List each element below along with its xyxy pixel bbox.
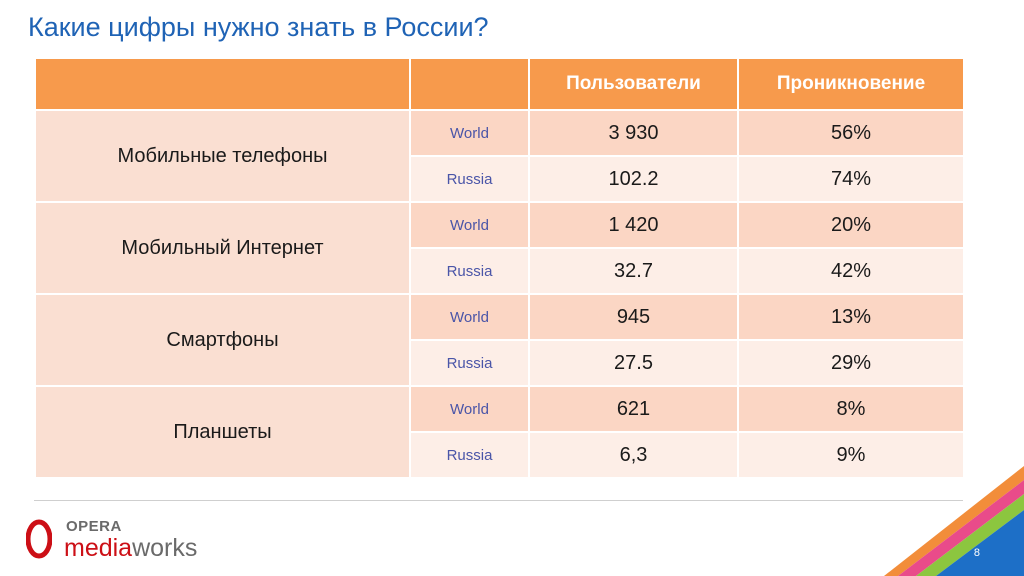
page-number: 8: [973, 547, 980, 559]
logo-mediaworks-text: mediaworks: [64, 534, 197, 563]
category-cell: Мобильный Интернет: [34, 201, 411, 295]
region-cell: World: [409, 109, 530, 157]
category-cell: Планшеты: [34, 385, 411, 479]
table-row: Планшеты World 621 8%: [34, 385, 965, 479]
penetration-cell: 29%: [737, 339, 965, 387]
users-cell: 621: [528, 385, 739, 433]
users-cell: 102.2: [528, 155, 739, 203]
table-header-row: Пользователи Проникновение: [34, 57, 965, 111]
users-cell: 945: [528, 293, 739, 341]
table-row: Russia 6,3 9%: [35, 431, 965, 479]
region-cell: Russia: [409, 155, 530, 203]
users-cell: 32.7: [528, 247, 739, 295]
penetration-cell: 9%: [737, 431, 965, 479]
header-penetration: Проникновение: [737, 57, 965, 111]
logo-works-part: works: [132, 534, 198, 562]
category-cell: Смартфоны: [34, 293, 411, 387]
header-users: Пользователи: [528, 57, 739, 111]
users-cell: 1 420: [528, 201, 739, 249]
data-table: Пользователи Проникновение Мобильные тел…: [34, 57, 965, 479]
penetration-cell: 20%: [737, 201, 965, 249]
penetration-cell: 8%: [737, 385, 965, 433]
users-cell: 6,3: [528, 431, 739, 479]
penetration-cell: 56%: [737, 109, 965, 157]
table-row: Мобильный Интернет World 1 420 20%: [34, 201, 965, 295]
users-cell: 27.5: [528, 339, 739, 387]
penetration-cell: 42%: [737, 247, 965, 295]
table-row: Смартфоны World 945 13%: [34, 293, 965, 387]
region-cell: Russia: [409, 247, 530, 295]
users-cell: 3 930: [528, 109, 739, 157]
table-row: Мобильные телефоны World 3 930 56%: [34, 109, 965, 203]
region-cell: World: [409, 293, 530, 341]
logo-media-part: media: [64, 534, 133, 562]
region-cell: World: [409, 201, 530, 249]
region-cell: Russia: [409, 431, 530, 479]
opera-o-icon: [26, 519, 52, 559]
slide-title: Какие цифры нужно знать в России?: [28, 12, 489, 42]
penetration-cell: 13%: [737, 293, 965, 341]
table-row: Russia 102.2 74%: [35, 155, 965, 203]
header-region: [409, 57, 530, 111]
corner-stripes-decoration: [884, 466, 1024, 576]
logo-opera-text: OPERA: [66, 518, 122, 535]
table-row: Russia 27.5 29%: [35, 339, 965, 387]
header-category: [34, 57, 411, 111]
region-cell: World: [409, 385, 530, 433]
table-row: Russia 32.7 42%: [35, 247, 965, 295]
penetration-cell: 74%: [737, 155, 965, 203]
category-cell: Мобильные телефоны: [34, 109, 411, 203]
region-cell: Russia: [409, 339, 530, 387]
footer-divider: [34, 500, 963, 501]
